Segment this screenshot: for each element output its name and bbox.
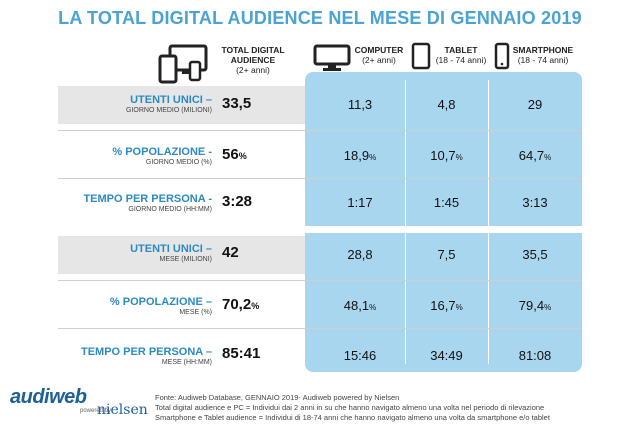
total-value: 33,5: [222, 95, 252, 112]
device-panel: [305, 72, 582, 372]
header-computer: COMPUTER (2+ anni): [354, 45, 404, 65]
total-value: 85:41: [222, 345, 261, 362]
tablet-value: 1:45: [433, 195, 460, 210]
column-divider: [488, 80, 489, 364]
panel-section-divider: [305, 226, 582, 233]
row-background: [58, 86, 305, 124]
row-label: TEMPO PER PERSONA – MESE (HH:MM): [80, 346, 212, 366]
row-label: UTENTI UNICI – GIORNO MEDIO (MILIONI): [126, 94, 212, 114]
row-separator: [58, 280, 582, 281]
smartphone-value: 3:13: [522, 195, 548, 210]
smartphone-value: 35,5: [522, 247, 548, 262]
computer-value: 1:17: [347, 195, 373, 210]
tablet-value: 4,8: [437, 97, 456, 112]
header-total: TOTAL DIGITAL AUDIENCE (2+ anni): [221, 45, 285, 75]
row-background: [58, 236, 305, 274]
logo-powered-by: powered by: [80, 408, 112, 414]
row-label: % POPOLAZIONE - GIORNO MEDIO (%): [112, 146, 212, 166]
row-separator: [58, 130, 582, 131]
computer-value: 18,9%: [343, 148, 377, 163]
footer-note-pc: Total digital audience e PC = Individui …: [155, 403, 545, 412]
total-value: 3:28: [222, 193, 253, 210]
tablet-value: 34:49: [430, 348, 463, 363]
footer-source: Fonte: Audiweb Database, GENNAIO 2019- A…: [155, 393, 400, 402]
audiweb-logo: audiweb: [10, 386, 87, 408]
column-divider: [405, 80, 406, 364]
header-smartphone: SMARTPHONE (18 - 74 anni): [512, 45, 574, 65]
row-separator: [58, 328, 582, 329]
total-value: 42: [222, 244, 239, 261]
computer-value: 15:46: [343, 348, 377, 363]
smartphone-value: 29: [527, 97, 543, 112]
tablet-value: 10,7%: [430, 148, 463, 163]
smartphone-value: 81:08: [518, 348, 552, 363]
tablet-value: 16,7%: [430, 298, 463, 313]
header-tablet: TABLET (18 - 74 anni): [435, 45, 487, 65]
computer-icon: [313, 44, 351, 71]
row-label: TEMPO PER PERSONA - GIORNO MEDIO (HH:MM): [83, 193, 212, 213]
smartphone-value: 64,7%: [518, 148, 552, 163]
computer-value: 11,3: [347, 97, 373, 112]
footer-note-mobile: Smartphone e Tablet audience = Individui…: [155, 413, 550, 422]
footer-notes: Fonte: Audiweb Database, GENNAIO 2019- A…: [155, 393, 550, 423]
nielsen-logo: nielsen: [97, 402, 148, 418]
total-value: 70,2%: [222, 296, 260, 313]
smartphone-value: 79,4%: [518, 298, 552, 313]
computer-value: 48,1%: [343, 298, 377, 313]
row-label: UTENTI UNICI – MESE (MILIONI): [130, 243, 212, 263]
row-label: % POPOLAZIONE – MESE (%): [109, 296, 212, 316]
row-separator: [58, 178, 582, 179]
page-title: LA TOTAL DIGITAL AUDIENCE NEL MESE DI GE…: [58, 8, 582, 28]
computer-value: 28,8: [347, 247, 373, 262]
tablet-icon: [411, 42, 431, 70]
multi-device-icon: [158, 44, 208, 84]
total-value: 56%: [222, 146, 247, 163]
tablet-value: 7,5: [437, 247, 456, 262]
smartphone-icon: [494, 42, 510, 70]
